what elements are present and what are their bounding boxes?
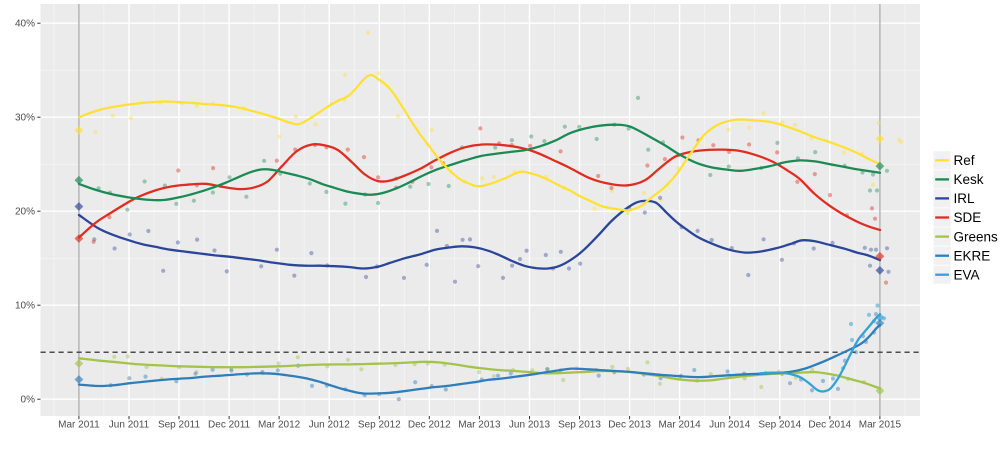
svg-text:Jun 2014: Jun 2014 <box>709 420 751 431</box>
svg-text:10%: 10% <box>15 301 35 312</box>
svg-text:Dec 2011: Dec 2011 <box>208 420 251 431</box>
svg-text:30%: 30% <box>15 113 35 124</box>
svg-text:Mar 2013: Mar 2013 <box>458 420 501 431</box>
svg-text:Ref: Ref <box>954 153 975 168</box>
svg-text:Greens: Greens <box>954 229 999 244</box>
svg-text:Kesk: Kesk <box>954 172 984 187</box>
svg-text:EKRE: EKRE <box>954 248 991 263</box>
svg-text:IRL: IRL <box>954 191 976 206</box>
svg-text:Mar 2015: Mar 2015 <box>859 420 902 431</box>
svg-text:Dec 2012: Dec 2012 <box>408 420 451 431</box>
svg-text:Jun 2012: Jun 2012 <box>309 420 351 431</box>
svg-text:Mar 2014: Mar 2014 <box>658 420 701 431</box>
svg-text:Sep 2014: Sep 2014 <box>758 420 801 431</box>
svg-text:Dec 2014: Dec 2014 <box>808 420 851 431</box>
svg-text:0%: 0% <box>21 395 36 406</box>
svg-text:20%: 20% <box>15 207 35 218</box>
svg-text:Sep 2011: Sep 2011 <box>158 420 201 431</box>
svg-text:Dec 2013: Dec 2013 <box>608 420 651 431</box>
svg-text:Jun 2011: Jun 2011 <box>109 420 150 431</box>
svg-text:Jun 2013: Jun 2013 <box>509 420 551 431</box>
svg-text:EVA: EVA <box>954 267 980 282</box>
svg-text:SDE: SDE <box>954 210 982 225</box>
svg-text:40%: 40% <box>15 19 35 30</box>
svg-text:Mar 2011: Mar 2011 <box>58 420 100 431</box>
svg-text:Mar 2012: Mar 2012 <box>258 420 301 431</box>
svg-text:Sep 2013: Sep 2013 <box>558 420 601 431</box>
svg-text:Sep 2012: Sep 2012 <box>358 420 401 431</box>
